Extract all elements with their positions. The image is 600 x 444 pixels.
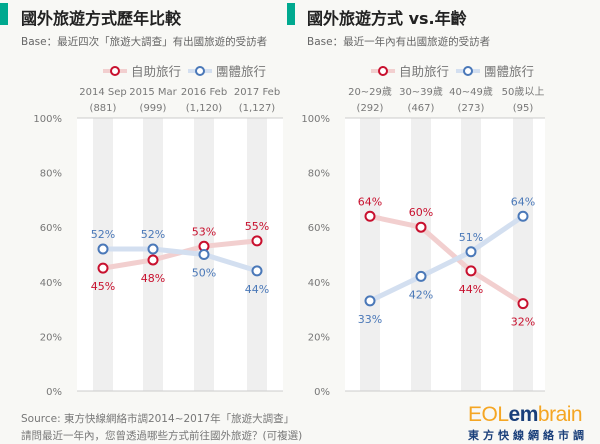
data-label: 42%: [409, 288, 433, 301]
y-tick-label: 40%: [308, 278, 330, 289]
x-category-label: 2015 Mar: [129, 87, 177, 98]
series-line: [368, 214, 525, 304]
x-category-base: (1,127): [239, 103, 276, 114]
legend-label: 自助旅行: [399, 64, 449, 79]
series-line: [369, 213, 525, 306]
title-accent-right: [287, 3, 295, 25]
data-point: [251, 265, 263, 277]
legend-label: 團體旅行: [216, 64, 266, 79]
data-point: [364, 210, 376, 222]
x-category-label: 40~49歲: [449, 85, 493, 98]
data-label: 33%: [358, 313, 382, 326]
chart-subtitle-left: Base：最近四次「旅遊大調查」有出國旅遊的受訪者: [21, 36, 268, 48]
data-label: 50%: [192, 267, 216, 280]
data-label: 53%: [192, 225, 216, 238]
data-point: [147, 254, 159, 266]
legend-label: 自助旅行: [131, 64, 181, 79]
data-label: 32%: [511, 316, 535, 329]
data-label: 64%: [358, 195, 382, 208]
legend-label: 團體旅行: [484, 64, 534, 79]
chart-subtitle-right: Base：最近一年內有出國旅遊的受訪者: [307, 36, 491, 48]
column-band: [360, 118, 380, 391]
data-label: 48%: [141, 272, 165, 285]
data-point: [97, 262, 109, 274]
data-point: [364, 295, 376, 307]
legend-marker: [110, 66, 120, 76]
y-tick-label: 60%: [40, 223, 62, 234]
chart-title-right: 國外旅遊方式 vs.年齡: [307, 9, 467, 28]
logo-brain: brain: [537, 403, 583, 426]
y-tick-label: 20%: [308, 332, 330, 343]
question-text: 請問最近一年內，您曾透過哪些方式前往國外旅遊？(可複選): [21, 430, 303, 442]
x-category-label: 30~39歲: [399, 85, 443, 98]
y-tick-label: 20%: [40, 332, 62, 343]
y-tick-label: 0%: [314, 387, 330, 398]
title-accent-left: [0, 3, 8, 25]
data-point: [517, 210, 529, 222]
x-category-label: 50歲以上: [502, 85, 545, 98]
legend-marker: [463, 66, 473, 76]
legend-marker: [378, 66, 388, 76]
data-point: [415, 270, 427, 282]
data-label: 52%: [141, 228, 165, 241]
x-category-base: (273): [458, 103, 485, 114]
data-point: [251, 235, 263, 247]
column-band: [247, 118, 267, 391]
logo: EOLembrain: [468, 403, 583, 427]
data-label: 52%: [91, 228, 115, 241]
data-label: 44%: [459, 283, 483, 296]
x-category-base: (95): [513, 103, 534, 114]
data-point: [97, 243, 109, 255]
logo-subtitle: 東方快線網絡市調: [468, 429, 588, 442]
x-category-base: (881): [90, 103, 117, 114]
x-category-base: (467): [408, 103, 435, 114]
y-tick-label: 80%: [308, 169, 330, 180]
data-label: 64%: [511, 195, 535, 208]
data-point: [198, 249, 210, 260]
y-tick-label: 60%: [308, 223, 330, 234]
data-point: [465, 246, 477, 258]
data-label: 45%: [91, 280, 115, 293]
x-category-base: (292): [357, 103, 384, 114]
x-category-base: (999): [140, 103, 167, 114]
chart-title-left: 國外旅遊方式歷年比較: [21, 9, 182, 28]
x-category-base: (1,120): [186, 103, 223, 114]
series-line: [103, 246, 258, 274]
source-text: Source: 東方快線網絡市調2014~2017年「旅遊大調查」: [21, 413, 295, 425]
data-point: [517, 298, 529, 310]
data-label: 55%: [245, 220, 269, 233]
y-tick-label: 100%: [301, 114, 330, 125]
x-category-label: 2016 Feb: [181, 87, 227, 98]
logo-em: em: [508, 403, 539, 426]
y-tick-label: 40%: [40, 278, 62, 289]
column-band: [411, 118, 431, 391]
data-label: 60%: [409, 206, 433, 219]
logo-eol: EOL: [468, 403, 509, 426]
y-tick-label: 100%: [33, 114, 62, 125]
y-tick-label: 0%: [46, 387, 62, 398]
data-label: 44%: [245, 283, 269, 296]
x-category-label: 2017 Feb: [234, 87, 280, 98]
data-point: [465, 265, 477, 277]
data-point: [147, 243, 159, 255]
data-point: [415, 221, 427, 233]
data-label: 51%: [459, 231, 483, 244]
column-band: [513, 118, 533, 391]
y-tick-label: 80%: [40, 169, 62, 180]
x-category-label: 20~29歲: [348, 85, 392, 98]
legend-marker: [195, 66, 205, 76]
x-category-label: 2014 Sep: [79, 87, 126, 98]
